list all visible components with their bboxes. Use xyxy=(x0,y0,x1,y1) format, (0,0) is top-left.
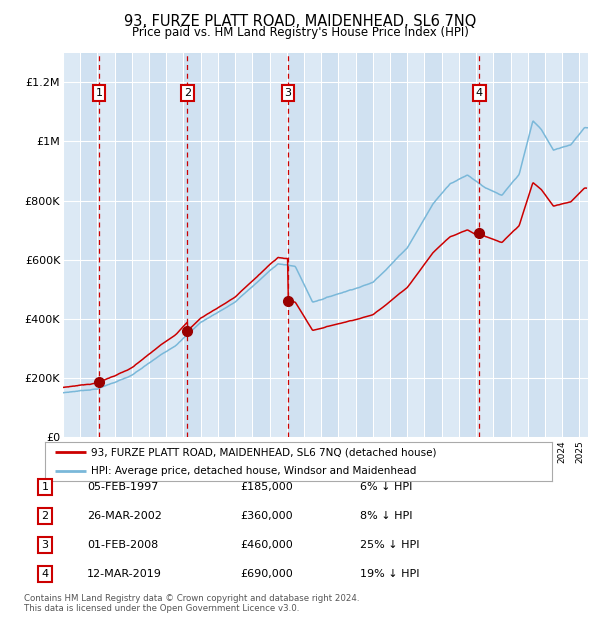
Text: 93, FURZE PLATT ROAD, MAIDENHEAD, SL6 7NQ: 93, FURZE PLATT ROAD, MAIDENHEAD, SL6 7N… xyxy=(124,14,476,29)
Bar xyxy=(493,53,511,437)
Bar xyxy=(287,53,304,437)
Text: 05-FEB-1997: 05-FEB-1997 xyxy=(87,482,158,492)
Text: Price paid vs. HM Land Registry's House Price Index (HPI): Price paid vs. HM Land Registry's House … xyxy=(131,26,469,39)
Text: 12-MAR-2019: 12-MAR-2019 xyxy=(87,569,162,579)
Text: 2: 2 xyxy=(184,88,191,98)
Text: 6% ↓ HPI: 6% ↓ HPI xyxy=(360,482,412,492)
Text: 8% ↓ HPI: 8% ↓ HPI xyxy=(360,511,413,521)
Text: 1: 1 xyxy=(95,88,103,98)
Bar xyxy=(80,53,97,437)
Text: 4: 4 xyxy=(476,88,483,98)
Bar xyxy=(459,53,476,437)
Text: £460,000: £460,000 xyxy=(240,540,293,550)
Text: 26-MAR-2002: 26-MAR-2002 xyxy=(87,511,162,521)
Text: HPI: Average price, detached house, Windsor and Maidenhead: HPI: Average price, detached house, Wind… xyxy=(91,466,416,476)
Bar xyxy=(218,53,235,437)
Bar xyxy=(390,53,407,437)
Bar xyxy=(253,53,269,437)
Bar xyxy=(149,53,166,437)
Text: £690,000: £690,000 xyxy=(240,569,293,579)
Bar xyxy=(562,53,580,437)
Text: £360,000: £360,000 xyxy=(240,511,293,521)
Text: 93, FURZE PLATT ROAD, MAIDENHEAD, SL6 7NQ (detached house): 93, FURZE PLATT ROAD, MAIDENHEAD, SL6 7N… xyxy=(91,448,436,458)
Text: 3: 3 xyxy=(41,540,49,550)
Text: 4: 4 xyxy=(41,569,49,579)
Text: 19% ↓ HPI: 19% ↓ HPI xyxy=(360,569,419,579)
Bar xyxy=(356,53,373,437)
Text: 2: 2 xyxy=(41,511,49,521)
Bar xyxy=(321,53,338,437)
Text: 1: 1 xyxy=(41,482,49,492)
Text: 01-FEB-2008: 01-FEB-2008 xyxy=(87,540,158,550)
Text: This data is licensed under the Open Government Licence v3.0.: This data is licensed under the Open Gov… xyxy=(24,603,299,613)
Text: 3: 3 xyxy=(284,88,292,98)
Text: £185,000: £185,000 xyxy=(240,482,293,492)
Text: Contains HM Land Registry data © Crown copyright and database right 2024.: Contains HM Land Registry data © Crown c… xyxy=(24,593,359,603)
Bar xyxy=(424,53,442,437)
Bar xyxy=(528,53,545,437)
Bar xyxy=(115,53,132,437)
Text: 25% ↓ HPI: 25% ↓ HPI xyxy=(360,540,419,550)
Bar xyxy=(184,53,201,437)
